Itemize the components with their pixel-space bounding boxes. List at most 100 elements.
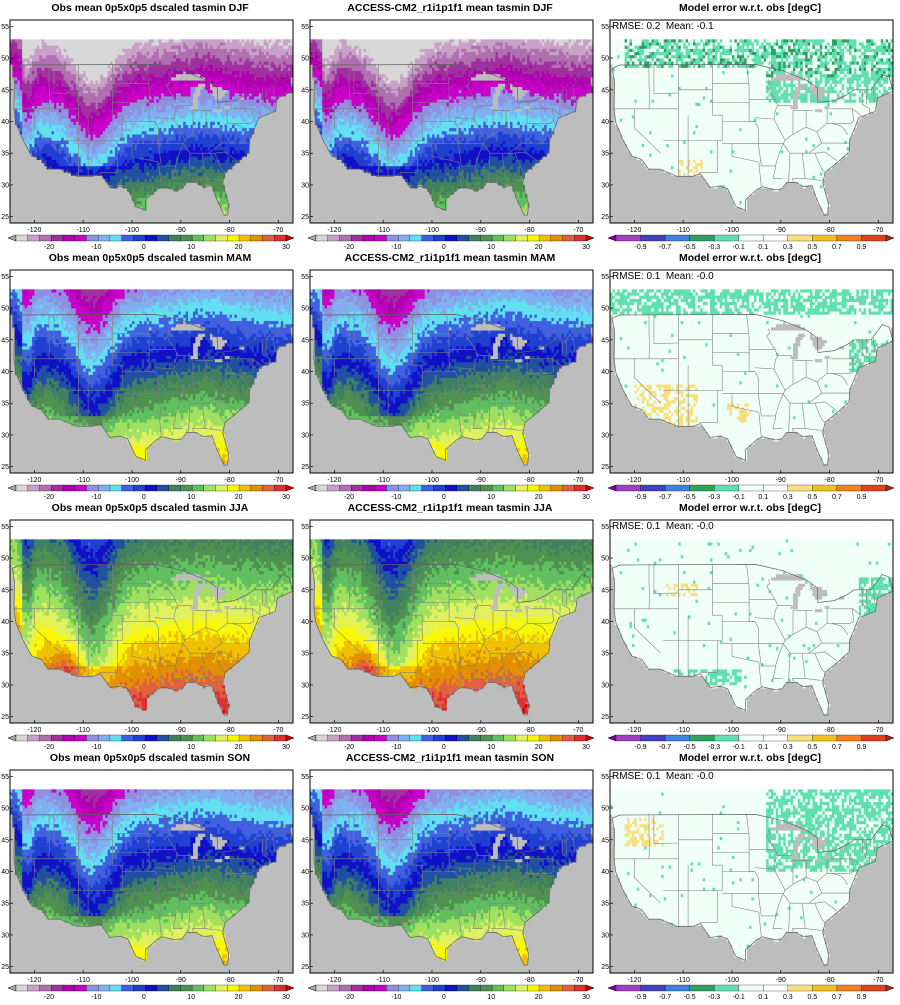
lon-tick-label: -120 <box>627 477 641 484</box>
lat-tick-label: 50 <box>301 306 309 313</box>
lon-tick-label: -120 <box>627 977 641 984</box>
lat-tick-label: 50 <box>601 556 609 563</box>
error-map-djf: -120-110-100-90-80-7025303540455055-0.9-… <box>600 0 900 250</box>
lat-tick-label: 45 <box>1 837 9 844</box>
lat-tick-label: 40 <box>601 119 609 126</box>
lon-tick-label: -70 <box>273 227 283 234</box>
lon-tick-label: -100 <box>725 977 739 984</box>
lat-tick-label: 55 <box>601 774 609 781</box>
lon-tick-label: -70 <box>573 477 583 484</box>
lon-tick-label: -70 <box>273 727 283 734</box>
lon-tick-label: -90 <box>476 477 486 484</box>
lat-tick-label: 25 <box>301 214 309 221</box>
lon-tick-label: -90 <box>176 227 186 234</box>
lat-tick-label: 25 <box>601 464 609 471</box>
lat-tick-label: 45 <box>601 337 609 344</box>
lon-tick-label: -80 <box>525 227 535 234</box>
lat-tick-label: 55 <box>601 24 609 31</box>
model-panel-son: ACCESS-CM2_r1i1p1f1 mean tasmin SON-120-… <box>300 750 600 1000</box>
lat-tick-label: 45 <box>601 837 609 844</box>
lat-tick-label: 30 <box>1 432 9 439</box>
lat-tick-label: 45 <box>301 587 309 594</box>
colorbar-tick-label: -0.3 <box>708 994 720 1000</box>
lon-tick-label: -70 <box>873 977 883 984</box>
lat-tick-label: 40 <box>1 619 9 626</box>
colorbar-tick-label: 10 <box>187 994 195 1000</box>
lat-tick-label: 45 <box>1 337 9 344</box>
lon-tick-label: -110 <box>376 227 390 234</box>
lon-tick-label: -120 <box>327 977 341 984</box>
error-map-mam: -120-110-100-90-80-7025303540455055-0.9-… <box>600 250 900 500</box>
lat-tick-label: 25 <box>1 714 9 721</box>
lon-tick-label: -120 <box>27 227 41 234</box>
lon-tick-label: -100 <box>425 977 439 984</box>
lon-tick-label: -80 <box>525 977 535 984</box>
lon-tick-label: -100 <box>125 727 139 734</box>
colorbar-tick-label: 30 <box>282 994 290 1000</box>
lon-tick-label: -110 <box>76 227 90 234</box>
lat-tick-label: 50 <box>601 806 609 813</box>
colorbar-tick-label: 20 <box>235 994 243 1000</box>
lat-tick-label: 40 <box>301 619 309 626</box>
lon-tick-label: -100 <box>125 477 139 484</box>
colorbar-tick-label: 0.5 <box>807 994 817 1000</box>
lon-tick-label: -90 <box>776 727 786 734</box>
lon-tick-label: -110 <box>376 977 390 984</box>
lon-tick-label: -120 <box>327 227 341 234</box>
colorbar-tick-label: -10 <box>91 994 101 1000</box>
obs-panel-jja: Obs mean 0p5x0p5 dscaled tasmin JJA-120-… <box>0 500 300 750</box>
lon-tick-label: -80 <box>525 727 535 734</box>
lat-tick-label: 55 <box>301 774 309 781</box>
lat-tick-label: 40 <box>601 619 609 626</box>
lat-tick-label: 55 <box>1 24 9 31</box>
panel-title: Model error w.r.t. obs [degC] <box>600 2 900 14</box>
lon-tick-label: -80 <box>825 977 835 984</box>
lon-tick-label: -80 <box>225 977 235 984</box>
lon-tick-label: -70 <box>573 227 583 234</box>
lat-tick-label: 35 <box>1 901 9 908</box>
lat-tick-label: 35 <box>301 151 309 158</box>
lat-tick-label: 50 <box>1 806 9 813</box>
lon-tick-label: -90 <box>176 977 186 984</box>
lat-tick-label: 35 <box>301 401 309 408</box>
error-panel-djf: Model error w.r.t. obs [degC]-120-110-10… <box>600 0 900 250</box>
lat-tick-label: 55 <box>601 274 609 281</box>
model-panel-jja: ACCESS-CM2_r1i1p1f1 mean tasmin JJA-120-… <box>300 500 600 750</box>
lat-tick-label: 40 <box>1 369 9 376</box>
lat-tick-label: 50 <box>601 306 609 313</box>
lon-tick-label: -70 <box>873 477 883 484</box>
colorbar-tick-label: 0.9 <box>857 994 867 1000</box>
lon-tick-label: -70 <box>573 727 583 734</box>
colorbar-tick-label: 0.7 <box>832 994 842 1000</box>
lat-tick-label: 30 <box>301 682 309 689</box>
lon-tick-label: -110 <box>676 227 690 234</box>
lat-tick-label: 50 <box>301 56 309 63</box>
lon-tick-label: -70 <box>573 977 583 984</box>
lat-tick-label: 40 <box>301 869 309 876</box>
colorbar-tick-label: 0 <box>442 994 446 1000</box>
lon-tick-label: -90 <box>776 977 786 984</box>
lon-tick-label: -120 <box>627 727 641 734</box>
lat-tick-label: 55 <box>301 524 309 531</box>
error-panel-mam: Model error w.r.t. obs [degC]-120-110-10… <box>600 250 900 500</box>
lon-tick-label: -100 <box>425 477 439 484</box>
lat-tick-label: 40 <box>1 869 9 876</box>
lon-tick-label: -90 <box>176 727 186 734</box>
lat-tick-label: 45 <box>1 587 9 594</box>
colorbar-tick-label: -0.9 <box>635 994 647 1000</box>
panel-title: ACCESS-CM2_r1i1p1f1 mean tasmin DJF <box>300 2 600 14</box>
lat-tick-label: 30 <box>301 182 309 189</box>
lon-tick-label: -100 <box>425 727 439 734</box>
lon-tick-label: -70 <box>873 227 883 234</box>
lon-tick-label: -80 <box>225 477 235 484</box>
lon-tick-label: -80 <box>225 727 235 734</box>
lat-tick-label: 55 <box>601 524 609 531</box>
lat-tick-label: 30 <box>1 932 9 939</box>
lon-tick-label: -120 <box>327 727 341 734</box>
lat-tick-label: 25 <box>301 964 309 971</box>
lat-tick-label: 25 <box>301 714 309 721</box>
panel-title: Obs mean 0p5x0p5 dscaled tasmin SON <box>0 752 300 764</box>
lat-tick-label: 35 <box>1 151 9 158</box>
lat-tick-label: 50 <box>601 56 609 63</box>
lon-tick-label: -110 <box>376 727 390 734</box>
